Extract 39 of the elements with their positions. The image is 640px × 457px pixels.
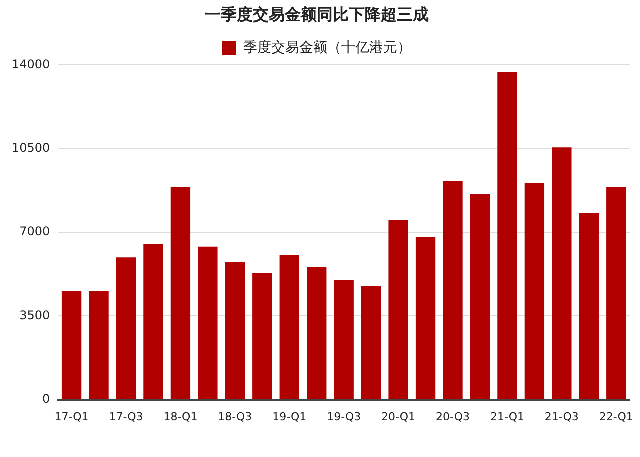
bar xyxy=(62,291,82,400)
bar xyxy=(361,286,382,400)
x-tick-label: 18-Q1 xyxy=(164,410,198,424)
bar xyxy=(225,262,246,400)
bar xyxy=(144,244,164,400)
x-tick-label: 18-Q3 xyxy=(218,410,252,424)
bar xyxy=(470,194,490,400)
bar xyxy=(198,246,218,400)
y-tick-label: 0 xyxy=(42,392,50,406)
y-tick-label: 7000 xyxy=(20,224,50,239)
x-tick-label: 17-Q3 xyxy=(109,410,144,424)
x-tick-label: 21-Q1 xyxy=(490,410,524,424)
y-tick-label: 14000 xyxy=(12,57,50,72)
x-tick-label: 17-Q1 xyxy=(54,410,89,424)
bar xyxy=(170,187,191,400)
bar xyxy=(89,291,109,400)
legend-label: 季度交易金额（十亿港元） xyxy=(244,40,412,56)
bar xyxy=(524,184,545,400)
bar xyxy=(498,72,518,400)
x-tick-label: 20-Q1 xyxy=(382,410,416,424)
bar xyxy=(416,237,436,400)
x-tick-label: 19-Q3 xyxy=(327,410,362,424)
bar xyxy=(606,187,626,400)
bar xyxy=(388,220,408,400)
x-tick-label: 19-Q1 xyxy=(272,410,307,424)
bar xyxy=(552,148,572,400)
bar xyxy=(116,258,136,400)
bar xyxy=(252,273,272,400)
chart-title: 一季度交易金额同比下降超三成 xyxy=(205,4,429,24)
x-tick-label: 20-Q3 xyxy=(436,410,470,424)
bar xyxy=(443,181,463,400)
bar xyxy=(334,280,354,400)
bar xyxy=(307,267,327,400)
x-tick-label: 22-Q1 xyxy=(599,410,634,424)
y-tick-label: 3500 xyxy=(20,308,50,322)
bar xyxy=(579,213,599,400)
bar xyxy=(280,255,300,400)
x-tick-label: 21-Q3 xyxy=(544,410,579,424)
y-tick-label: 10500 xyxy=(12,140,50,155)
